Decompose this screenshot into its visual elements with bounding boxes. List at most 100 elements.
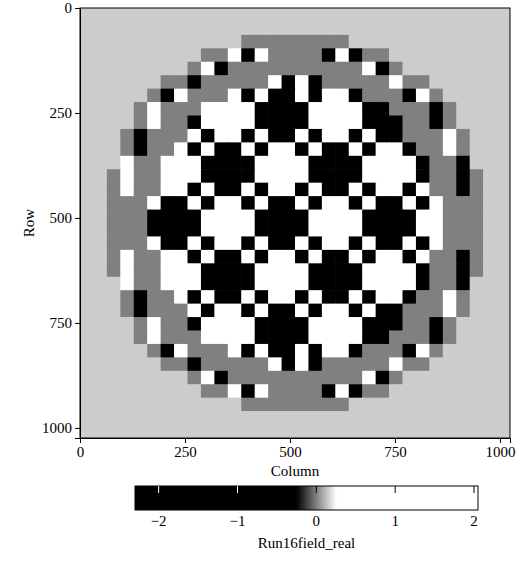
cell <box>134 425 148 438</box>
cell <box>295 425 309 438</box>
cell <box>497 384 510 398</box>
cell <box>214 357 228 371</box>
cell <box>483 398 497 412</box>
cell <box>429 344 443 358</box>
cell <box>308 317 322 331</box>
cell <box>134 62 148 76</box>
cell <box>389 425 403 438</box>
cell <box>241 223 255 237</box>
cell <box>295 116 309 130</box>
cell <box>120 263 134 277</box>
cell <box>443 196 457 210</box>
cell <box>470 263 484 277</box>
cell <box>93 75 107 89</box>
cell <box>268 89 282 103</box>
cell <box>241 62 255 76</box>
cell <box>376 48 390 62</box>
cell <box>255 129 269 143</box>
cell <box>389 290 403 304</box>
cell <box>308 89 322 103</box>
cell <box>147 223 161 237</box>
cell <box>497 129 510 143</box>
cell <box>255 384 269 398</box>
cell <box>295 223 309 237</box>
y-axis: 02505007501000 <box>42 0 81 438</box>
cell <box>188 210 202 224</box>
cell <box>322 371 336 385</box>
cell <box>147 21 161 35</box>
cell <box>282 290 296 304</box>
cell <box>497 142 510 156</box>
cell <box>93 129 107 143</box>
cell <box>443 250 457 264</box>
cell <box>228 277 242 291</box>
cell <box>389 75 403 89</box>
cell <box>322 425 336 438</box>
cell <box>214 425 228 438</box>
cell <box>241 398 255 412</box>
cell <box>201 156 215 170</box>
cell <box>134 236 148 250</box>
cell <box>282 129 296 143</box>
cell <box>349 290 363 304</box>
cell <box>188 250 202 264</box>
cell <box>161 35 175 49</box>
cell <box>255 304 269 318</box>
cell <box>497 236 510 250</box>
cell <box>147 277 161 291</box>
cell <box>134 210 148 224</box>
cell <box>214 35 228 49</box>
cell <box>308 371 322 385</box>
cell <box>107 48 121 62</box>
cell <box>497 21 510 35</box>
cell <box>161 75 175 89</box>
cell <box>228 411 242 425</box>
cell <box>456 21 470 35</box>
cell <box>255 169 269 183</box>
tick-mark <box>75 428 80 429</box>
cell <box>268 357 282 371</box>
cell <box>214 75 228 89</box>
cell <box>120 411 134 425</box>
cell <box>362 35 376 49</box>
cell <box>456 371 470 385</box>
cell <box>268 8 282 22</box>
cell <box>214 398 228 412</box>
cell <box>241 357 255 371</box>
cell <box>134 384 148 398</box>
tick-label: 0 <box>65 0 73 16</box>
cell <box>282 331 296 345</box>
cell <box>201 21 215 35</box>
cell <box>443 210 457 224</box>
cell <box>161 62 175 76</box>
cell <box>255 411 269 425</box>
cell <box>134 102 148 116</box>
cell <box>228 156 242 170</box>
cell <box>362 8 376 22</box>
cell <box>322 331 336 345</box>
cell <box>376 8 390 22</box>
cell <box>282 21 296 35</box>
cell <box>241 331 255 345</box>
cell <box>282 398 296 412</box>
cell <box>214 116 228 130</box>
cell <box>80 102 94 116</box>
cell <box>322 102 336 116</box>
cell <box>241 102 255 116</box>
cell <box>120 277 134 291</box>
cell <box>134 331 148 345</box>
cell <box>255 371 269 385</box>
cell <box>429 8 443 22</box>
cell <box>214 210 228 224</box>
cell <box>497 425 510 438</box>
cell <box>308 156 322 170</box>
cell <box>214 142 228 156</box>
cell <box>134 116 148 130</box>
tick: 750 <box>50 315 81 331</box>
cell <box>335 425 349 438</box>
cell <box>483 48 497 62</box>
cell <box>349 196 363 210</box>
cell <box>255 35 269 49</box>
cell <box>147 371 161 385</box>
cell <box>147 398 161 412</box>
